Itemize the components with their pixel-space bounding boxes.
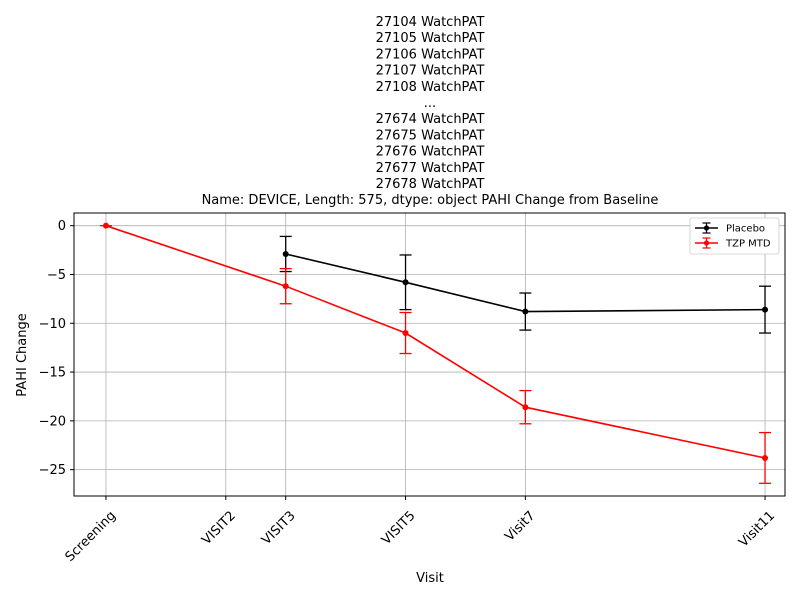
title-line: 27107 WatchPAT	[376, 64, 485, 79]
data-point	[522, 404, 529, 411]
title-line: 27678 WatchPAT	[376, 177, 485, 192]
legend: Placebo TZP MTD	[689, 217, 780, 255]
legend-label: TZP MTD	[725, 239, 771, 250]
title-line: ...	[424, 96, 436, 111]
plot-frame	[73, 212, 786, 497]
title-line: 27108 WatchPAT	[376, 80, 485, 95]
x-tick-label: Visit11	[736, 508, 778, 550]
x-tick-label: VISIT2	[199, 508, 239, 548]
series-layer	[99, 222, 772, 484]
title-line: 27104 WatchPAT	[376, 15, 485, 30]
series-tzp-mtd	[99, 222, 772, 484]
title-line: 27676 WatchPAT	[376, 145, 485, 160]
y-axis-label: PAHI Change	[15, 313, 30, 396]
x-tick-label: Visit7	[502, 508, 538, 544]
series-placebo	[279, 235, 772, 334]
title-line: 27675 WatchPAT	[376, 128, 485, 143]
y-tick-label: −5	[47, 268, 66, 283]
y-axis: 0 −5 −10 −15 −20 −25	[39, 219, 74, 478]
legend-swatch-marker	[703, 240, 710, 246]
legend-item: TZP MTD	[695, 237, 771, 250]
x-axis: Screening VISIT2 VISIT3 VISIT5 Visit7 Visit11	[63, 496, 778, 565]
data-point	[402, 279, 409, 286]
data-point	[522, 308, 529, 315]
series-line	[105, 224, 766, 459]
title-line: 27106 WatchPAT	[376, 47, 485, 62]
grid	[74, 213, 785, 496]
y-tick-label: −10	[39, 317, 66, 332]
x-tick-label: VISIT5	[379, 508, 419, 548]
x-tick-label: Screening	[63, 508, 119, 564]
legend-item: Placebo	[695, 222, 765, 235]
data-point	[282, 250, 289, 257]
data-point	[762, 306, 769, 313]
y-tick-label: −20	[39, 414, 66, 429]
title-line: 27674 WatchPAT	[376, 112, 485, 127]
title-line: Name: DEVICE, Length: 575, dtype: object…	[202, 193, 659, 208]
data-point	[402, 330, 409, 337]
y-tick-label: −15	[39, 366, 66, 381]
x-axis-label: Visit	[416, 571, 444, 586]
x-tick-label: VISIT3	[259, 508, 299, 548]
series-line	[285, 253, 766, 313]
data-point	[102, 222, 109, 229]
data-point	[282, 283, 289, 290]
title-line: 27105 WatchPAT	[376, 31, 485, 46]
data-point	[762, 454, 769, 461]
y-tick-label: 0	[58, 219, 66, 234]
title-line: 27677 WatchPAT	[376, 161, 485, 176]
y-tick-label: −25	[39, 463, 66, 478]
legend-box	[689, 217, 780, 255]
legend-label: Placebo	[726, 224, 765, 235]
legend-swatch-marker	[703, 225, 710, 231]
